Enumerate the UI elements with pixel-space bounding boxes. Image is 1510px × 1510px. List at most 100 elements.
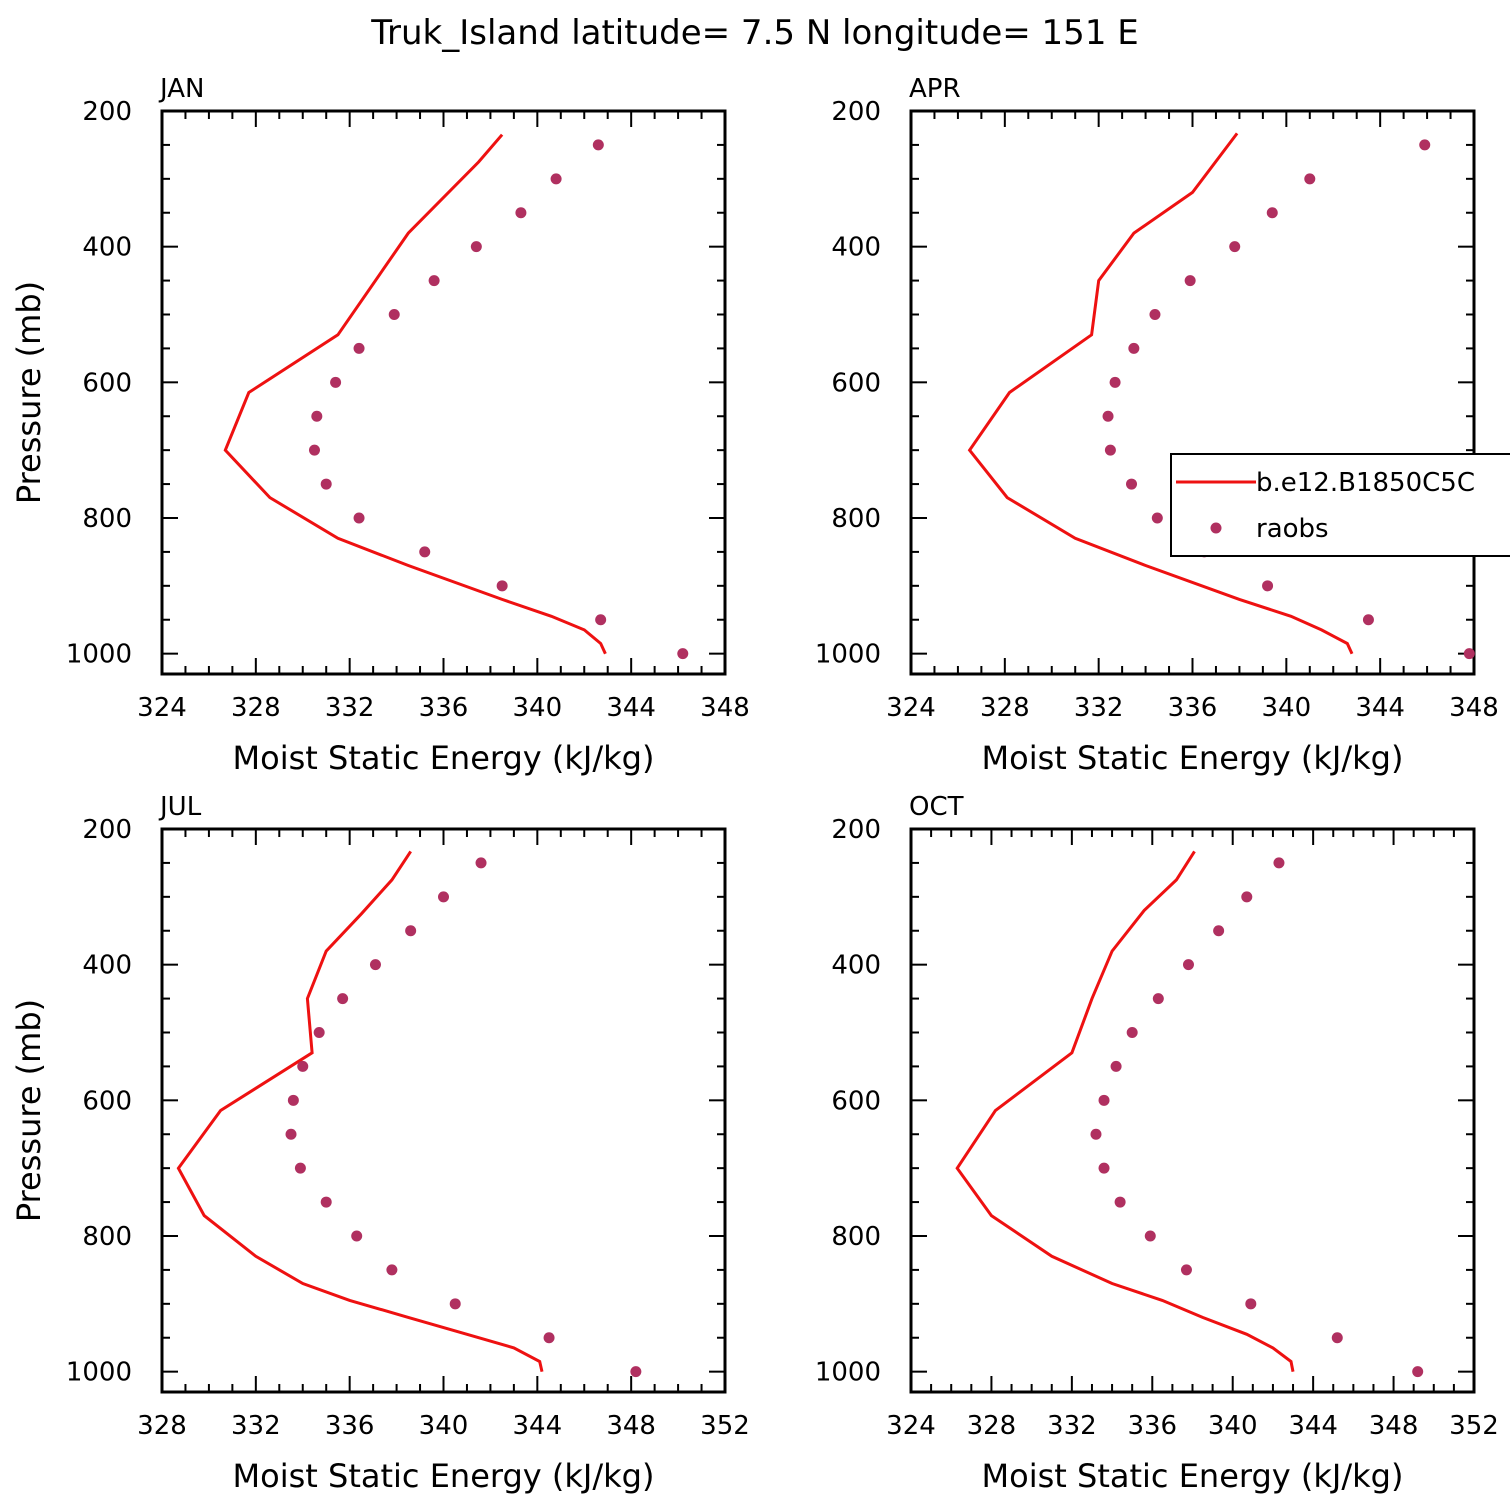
x-axis-label: Moist Static Energy (kJ/kg)	[982, 739, 1404, 777]
raobs-point	[419, 546, 431, 558]
raobs-point	[1110, 1060, 1122, 1072]
series-line-model	[967, 132, 1354, 655]
raobs-point	[1184, 275, 1196, 287]
raobs-point	[1114, 1196, 1126, 1208]
raobs-point	[438, 891, 449, 903]
raobs-point	[677, 648, 689, 660]
raobs-point	[1104, 444, 1116, 456]
raobs-point	[1152, 993, 1164, 1005]
raobs-point	[351, 1230, 363, 1242]
panel-jan: JAN 324 328 332 336 340 344 348 200 400 600 800 1000…	[10, 74, 750, 777]
raobs-point	[1229, 241, 1241, 253]
raobs-point	[1109, 376, 1121, 388]
raobs-point	[1331, 1332, 1343, 1344]
y-tick-label: 400	[82, 233, 132, 263]
x-axis-label: Moist Static Energy (kJ/kg)	[982, 1457, 1404, 1495]
y-axis-label: Pressure (mb)	[10, 281, 48, 504]
x-tick-label: 340	[1262, 693, 1312, 723]
raobs-point	[1266, 207, 1278, 219]
x-tick-label: 348	[700, 693, 750, 723]
raobs-point	[449, 1298, 461, 1310]
raobs-point	[1362, 614, 1374, 626]
legend-swatch-raobs	[1210, 522, 1222, 534]
y-axis-label: Pressure (mb)	[10, 999, 48, 1222]
series-line-model	[955, 850, 1295, 1372]
x-tick-label: 344	[1355, 693, 1405, 723]
y-tick-label: 600	[831, 1086, 881, 1116]
raobs-point	[1149, 308, 1161, 320]
x-tick-label: 344	[513, 1411, 563, 1441]
x-axis-label: Moist Static Energy (kJ/kg)	[233, 1457, 655, 1495]
raobs-point	[320, 478, 332, 490]
raobs-point	[1098, 1162, 1110, 1174]
y-tick-label: 600	[831, 368, 881, 398]
x-tick-label: 324	[886, 693, 936, 723]
raobs-point	[330, 376, 342, 388]
raobs-point	[1463, 648, 1475, 660]
y-tick-label: 400	[831, 951, 881, 981]
legend-box	[1170, 453, 1510, 557]
x-tick-label: 340	[513, 693, 563, 723]
x-tick-label: 336	[325, 1411, 375, 1441]
y-tick-label: 1000	[66, 640, 132, 670]
x-tick-label: 332	[1047, 1411, 1097, 1441]
raobs-point	[1412, 1366, 1424, 1378]
raobs-point	[1102, 410, 1114, 422]
panels: JAN 324 328 332 336 340 344 348 200 400 600 800 1000…	[10, 74, 1510, 1495]
raobs-point	[1419, 139, 1431, 151]
raobs-point	[1245, 1298, 1257, 1310]
raobs-point	[308, 444, 320, 456]
x-tick-label: 328	[231, 693, 281, 723]
y-tick-label: 600	[82, 368, 132, 398]
raobs-point	[592, 139, 604, 151]
x-tick-label: 324	[886, 1411, 936, 1441]
raobs-point	[313, 1026, 325, 1038]
panel-label: JAN	[158, 74, 204, 104]
raobs-point	[630, 1366, 642, 1378]
x-tick-label: 348	[606, 1411, 656, 1441]
raobs-point	[1273, 857, 1285, 869]
legend-label-raobs: raobs	[1256, 514, 1329, 544]
y-tick-label: 1000	[815, 1358, 881, 1388]
raobs-point	[428, 275, 440, 287]
raobs-point	[386, 1264, 398, 1276]
x-tick-label: 328	[137, 1411, 187, 1441]
raobs-point	[1144, 1230, 1156, 1242]
raobs-point	[515, 207, 527, 219]
y-tick-label: 800	[82, 504, 132, 534]
raobs-point	[595, 614, 607, 626]
x-tick-label: 352	[1449, 1411, 1499, 1441]
raobs-point	[405, 925, 417, 937]
x-tick-label: 328	[967, 1411, 1017, 1441]
series-line-model	[176, 850, 544, 1373]
x-tick-label: 336	[1168, 693, 1218, 723]
raobs-point	[1128, 342, 1140, 354]
raobs-point	[1304, 173, 1316, 185]
y-tick-label: 400	[82, 951, 132, 981]
raobs-point	[1098, 1094, 1110, 1106]
y-tick-label: 1000	[815, 640, 881, 670]
raobs-point	[550, 173, 562, 185]
y-tick-label: 1000	[66, 1358, 132, 1388]
x-tick-label: 328	[980, 693, 1030, 723]
x-tick-label: 348	[1449, 693, 1499, 723]
panel-oct: OCT 324 328 332 336 340 344 348 352 200 400 600 800 1…	[815, 792, 1499, 1495]
raobs-point	[1151, 512, 1163, 524]
raobs-point	[285, 1128, 297, 1140]
raobs-point	[287, 1094, 299, 1106]
x-tick-label: 332	[231, 1411, 281, 1441]
raobs-point	[1213, 925, 1225, 937]
raobs-point	[353, 512, 365, 524]
panel-label: APR	[909, 74, 961, 104]
x-tick-label: 340	[419, 1411, 469, 1441]
x-tick-label: 344	[606, 693, 656, 723]
y-tick-label: 200	[82, 815, 132, 845]
x-tick-label: 340	[1208, 1411, 1258, 1441]
raobs-point	[1182, 959, 1194, 971]
y-tick-label: 400	[831, 233, 881, 263]
raobs-point	[1262, 580, 1274, 592]
panel-apr: APR 324 328 332 336 340 344 348 200 400 600 800 1000…	[815, 74, 1499, 777]
y-tick-label: 200	[831, 97, 881, 127]
